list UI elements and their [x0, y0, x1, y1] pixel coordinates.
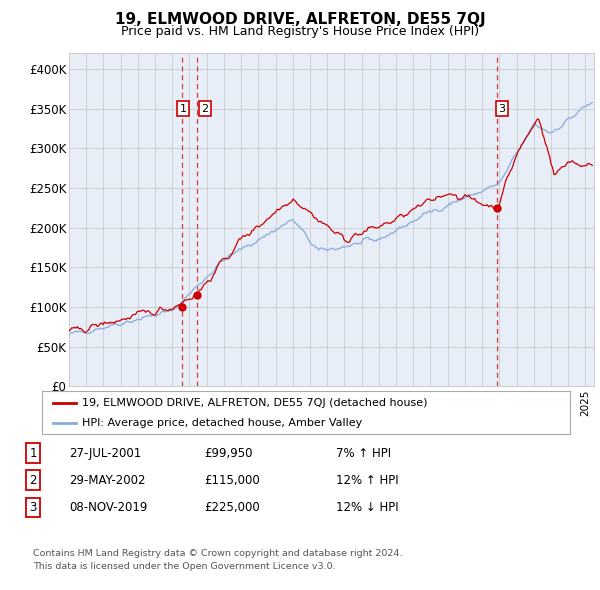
Text: 27-JUL-2001: 27-JUL-2001 [69, 447, 141, 460]
Text: 2: 2 [202, 104, 209, 114]
Text: 1: 1 [29, 447, 37, 460]
Text: 3: 3 [29, 501, 37, 514]
Text: 12% ↓ HPI: 12% ↓ HPI [336, 501, 398, 514]
Text: 19, ELMWOOD DRIVE, ALFRETON, DE55 7QJ: 19, ELMWOOD DRIVE, ALFRETON, DE55 7QJ [115, 12, 485, 27]
Text: HPI: Average price, detached house, Amber Valley: HPI: Average price, detached house, Ambe… [82, 418, 362, 428]
Text: £99,950: £99,950 [204, 447, 253, 460]
Text: £115,000: £115,000 [204, 474, 260, 487]
Text: 08-NOV-2019: 08-NOV-2019 [69, 501, 148, 514]
Text: Contains HM Land Registry data © Crown copyright and database right 2024.: Contains HM Land Registry data © Crown c… [33, 549, 403, 558]
Text: 29-MAY-2002: 29-MAY-2002 [69, 474, 146, 487]
Text: 19, ELMWOOD DRIVE, ALFRETON, DE55 7QJ (detached house): 19, ELMWOOD DRIVE, ALFRETON, DE55 7QJ (d… [82, 398, 427, 408]
Text: Price paid vs. HM Land Registry's House Price Index (HPI): Price paid vs. HM Land Registry's House … [121, 25, 479, 38]
Text: 7% ↑ HPI: 7% ↑ HPI [336, 447, 391, 460]
Text: £225,000: £225,000 [204, 501, 260, 514]
Text: 1: 1 [179, 104, 187, 114]
Text: 3: 3 [499, 104, 505, 114]
Text: 12% ↑ HPI: 12% ↑ HPI [336, 474, 398, 487]
Text: 2: 2 [29, 474, 37, 487]
Text: This data is licensed under the Open Government Licence v3.0.: This data is licensed under the Open Gov… [33, 562, 335, 571]
